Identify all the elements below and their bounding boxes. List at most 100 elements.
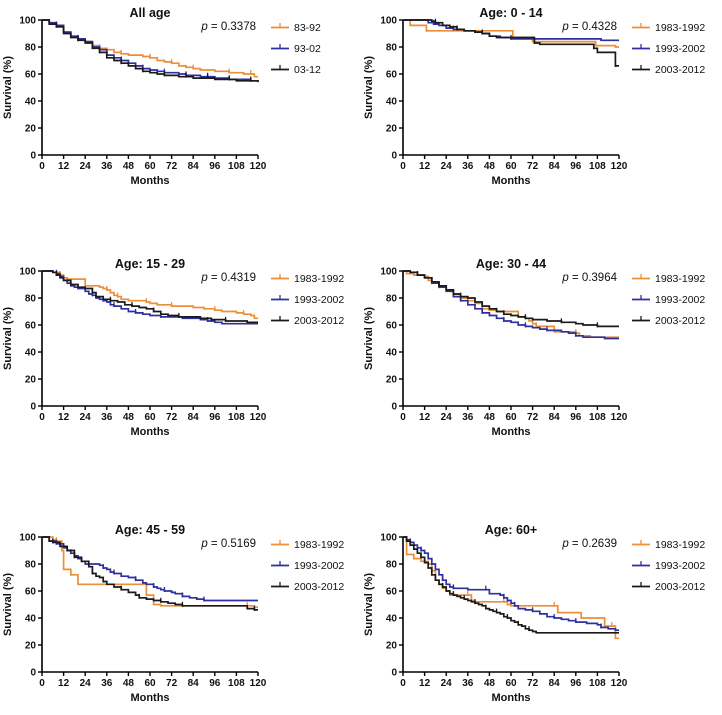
panel-age-15-29: Age: 15 - 29 p = 0.4319 0 20 40 60 80 100 0 12 24 3… — [0, 238, 361, 476]
legend-label: 1983-1992 — [655, 539, 705, 551]
x-tick-label: 72 — [166, 161, 178, 172]
x-tick-label: 60 — [505, 161, 517, 172]
x-tick-label: 72 — [527, 412, 539, 423]
y-tick-label: 0 — [391, 668, 397, 679]
x-tick-label: 0 — [400, 161, 406, 172]
x-tick-label: 48 — [123, 412, 135, 423]
y-tick-label: 40 — [25, 97, 37, 108]
x-tick-label: 0 — [39, 161, 45, 172]
legend-label: 93-02 — [294, 43, 321, 55]
y-tick-label: 20 — [25, 641, 37, 652]
series-line-93-02 — [42, 19, 258, 82]
y-tick-label: 80 — [25, 294, 37, 305]
y-tick-label: 60 — [386, 587, 398, 598]
km-plot: Age: 15 - 29 p = 0.4319 0 20 40 60 80 100 0 12 24 3… — [2, 257, 344, 438]
y-tick-label: 60 — [25, 70, 37, 81]
y-tick-label: 0 — [30, 668, 36, 679]
y-axis-title: Survival (%) — [363, 56, 375, 119]
series-line-2003-2012 — [42, 270, 258, 324]
x-tick-label: 60 — [505, 412, 517, 423]
x-tick-label: 0 — [39, 412, 45, 423]
x-tick-label: 60 — [144, 161, 156, 172]
x-tick-label: 48 — [484, 161, 496, 172]
x-tick-label: 48 — [123, 678, 135, 689]
x-tick-label: 84 — [188, 412, 200, 423]
legend-label: 1983-1992 — [294, 273, 344, 285]
series-line-03-12 — [42, 19, 259, 83]
panel-age-60plus: Age: 60+ p = 0.2639 0 20 40 60 80 100 0 12 24 36 48 6… — [361, 476, 722, 715]
x-tick-label: 108 — [228, 161, 245, 172]
legend-label: 1993-2002 — [294, 560, 344, 572]
panel-title: Age: 60+ — [485, 523, 537, 537]
legend-label: 1993-2002 — [294, 294, 344, 306]
x-tick-label: 108 — [228, 678, 245, 689]
x-tick-label: 72 — [166, 412, 178, 423]
x-tick-label: 0 — [400, 678, 406, 689]
y-axis-title: Survival (%) — [2, 573, 14, 636]
x-tick-label: 120 — [611, 412, 628, 423]
panel-age-30-44: Age: 30 - 44 p = 0.3964 0 20 40 60 80 100 0 12 24 3… — [361, 238, 722, 476]
y-axis-title: Survival (%) — [363, 573, 375, 636]
p-value-label: p = 0.4319 — [200, 272, 256, 284]
y-tick-label: 100 — [19, 16, 36, 27]
x-tick-label: 24 — [80, 412, 92, 423]
y-tick-label: 60 — [25, 587, 37, 598]
x-tick-label: 120 — [611, 161, 628, 172]
x-tick-label: 12 — [58, 678, 70, 689]
x-axis-title: Months — [130, 426, 169, 438]
x-tick-label: 48 — [484, 678, 496, 689]
y-tick-label: 20 — [25, 124, 37, 135]
x-tick-label: 0 — [39, 678, 45, 689]
x-tick-label: 84 — [188, 161, 200, 172]
p-value-label: p = 0.3378 — [200, 21, 256, 33]
legend-label: 2003-2012 — [655, 581, 705, 593]
x-tick-label: 12 — [419, 678, 431, 689]
legend-label: 03-12 — [294, 64, 321, 76]
legend-label: 2003-2012 — [294, 315, 344, 327]
x-tick-label: 36 — [462, 412, 474, 423]
y-tick-label: 80 — [25, 560, 37, 571]
x-axis-title: Months — [130, 692, 169, 704]
y-tick-label: 100 — [380, 16, 397, 27]
y-tick-label: 100 — [380, 267, 397, 278]
x-tick-label: 0 — [400, 412, 406, 423]
panel-title: Age: 45 - 59 — [115, 523, 185, 537]
panel-all-age: All age p = 0.3378 0 20 40 60 80 100 0 12 24 36 48 60… — [0, 0, 361, 238]
x-tick-label: 96 — [570, 161, 582, 172]
y-tick-label: 60 — [386, 70, 398, 81]
x-tick-label: 96 — [570, 412, 582, 423]
x-tick-label: 36 — [101, 412, 113, 423]
y-axis-title: Survival (%) — [363, 307, 375, 370]
x-tick-label: 36 — [462, 678, 474, 689]
y-tick-label: 40 — [25, 614, 37, 625]
x-tick-label: 96 — [209, 161, 221, 172]
p-value-label: p = 0.2639 — [561, 538, 617, 550]
series-line-2003-2012 — [42, 536, 258, 611]
x-tick-label: 36 — [101, 161, 113, 172]
panel-age-0-14: Age: 0 - 14 p = 0.4328 0 20 40 60 80 100 0 12 24 36… — [361, 0, 722, 238]
y-tick-label: 60 — [386, 321, 398, 332]
x-tick-label: 84 — [549, 412, 561, 423]
x-tick-label: 60 — [144, 678, 156, 689]
km-plot: Age: 45 - 59 p = 0.5169 0 20 40 60 80 100 0 12 24 3… — [2, 523, 344, 704]
x-tick-label: 72 — [166, 678, 178, 689]
panel-age-45-59: Age: 45 - 59 p = 0.5169 0 20 40 60 80 100 0 12 24 3… — [0, 476, 361, 715]
y-tick-label: 100 — [19, 533, 36, 544]
legend-label: 2003-2012 — [655, 315, 705, 327]
y-tick-label: 0 — [391, 402, 397, 413]
series-line-2003-2012 — [403, 19, 619, 67]
x-tick-label: 12 — [419, 161, 431, 172]
y-tick-label: 40 — [386, 97, 398, 108]
legend-label: 2003-2012 — [655, 64, 705, 76]
x-tick-label: 24 — [80, 161, 92, 172]
x-tick-label: 84 — [549, 161, 561, 172]
series-line-1983-1992 — [403, 270, 619, 339]
panel-title: Age: 15 - 29 — [115, 257, 185, 271]
y-tick-label: 20 — [386, 124, 398, 135]
x-tick-label: 36 — [462, 161, 474, 172]
x-tick-label: 60 — [144, 412, 156, 423]
y-tick-label: 0 — [30, 151, 36, 162]
x-tick-label: 84 — [188, 678, 200, 689]
x-tick-label: 12 — [419, 412, 431, 423]
x-axis-title: Months — [491, 426, 530, 438]
